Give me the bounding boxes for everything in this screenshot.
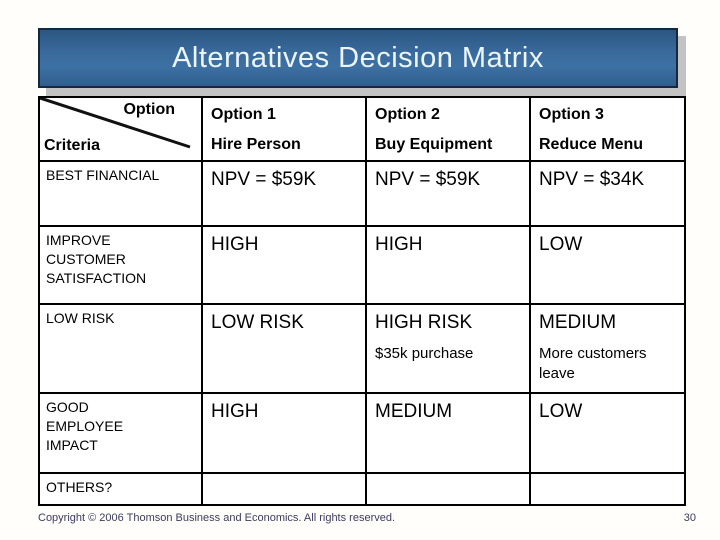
column-header-option-3: Option 3 Reduce Menu (529, 96, 686, 162)
column-header-subtitle: Buy Equipment (375, 136, 493, 153)
table-cell: NPV = $59K (201, 160, 367, 227)
cell-value: MEDIUM (539, 312, 617, 333)
criteria-label: LOW RISK (46, 310, 115, 326)
criteria-cell: GOOD EMPLOYEE IMPACT (38, 392, 203, 474)
cell-value: LOW (539, 234, 583, 255)
table-cell-empty (529, 472, 686, 506)
cell-value: HIGH RISK (375, 312, 473, 333)
cell-value: NPV = $34K (539, 169, 645, 190)
page-number: 30 (683, 512, 696, 524)
slide-title: Alternatives Decision Matrix (172, 41, 544, 74)
cell-value: MEDIUM (375, 401, 453, 422)
column-header-subtitle: Hire Person (211, 136, 301, 153)
column-header-option-2: Option 2 Buy Equipment (365, 96, 531, 162)
cell-value: HIGH (211, 401, 259, 422)
slide-title-bar: Alternatives Decision Matrix (38, 28, 678, 88)
cell-value: LOW RISK (211, 312, 304, 333)
criteria-label: GOOD EMPLOYEE IMPACT (46, 399, 124, 453)
criteria-cell: BEST FINANCIAL (38, 160, 203, 227)
decision-matrix-table: Option Criteria Option 1 Hire Person Opt… (38, 96, 686, 506)
criteria-label: OTHERS? (46, 479, 113, 495)
corner-criteria-label: Criteria (44, 137, 101, 154)
table-row-employee-impact: GOOD EMPLOYEE IMPACT HIGH MEDIUM LOW (38, 392, 686, 474)
cell-note: $35k purchase (375, 345, 474, 362)
table-row-others: OTHERS? (38, 472, 686, 506)
criteria-label: IMPROVE CUSTOMER SATISFACTION (46, 232, 147, 286)
table-row-best-financial: BEST FINANCIAL NPV = $59K NPV = $59K NPV… (38, 160, 686, 227)
table-cell: HIGH RISK $35k purchase (365, 303, 531, 394)
criteria-cell: LOW RISK (38, 303, 203, 394)
column-header-title: Option 2 (375, 106, 440, 123)
table-cell: HIGH (201, 225, 367, 305)
criteria-label: BEST FINANCIAL (46, 167, 160, 183)
table-cell: HIGH (201, 392, 367, 474)
table-cell: NPV = $59K (365, 160, 531, 227)
table-cell-empty (365, 472, 531, 506)
corner-cell: Option Criteria (38, 96, 203, 162)
table-cell: NPV = $34K (529, 160, 686, 227)
table-row-customer-satisfaction: IMPROVE CUSTOMER SATISFACTION HIGH HIGH … (38, 225, 686, 305)
cell-value: HIGH (375, 234, 423, 255)
table-cell: LOW (529, 392, 686, 474)
cell-note: More customers leave (539, 345, 647, 382)
column-header-title: Option 3 (539, 106, 604, 123)
column-header-option-1: Option 1 Hire Person (201, 96, 367, 162)
table-cell: LOW (529, 225, 686, 305)
cell-value: NPV = $59K (375, 169, 481, 190)
table-row-risk: LOW RISK LOW RISK HIGH RISK $35k purchas… (38, 303, 686, 394)
table-cell: HIGH (365, 225, 531, 305)
table-cell: LOW RISK (201, 303, 367, 394)
column-header-subtitle: Reduce Menu (539, 136, 644, 153)
copyright-footer: Copyright © 2006 Thomson Business and Ec… (38, 512, 396, 524)
diagonal-line-icon (41, 99, 191, 149)
cell-value: LOW (539, 401, 583, 422)
column-header-title: Option 1 (211, 106, 276, 123)
header-row: Option Criteria Option 1 Hire Person Opt… (38, 96, 686, 162)
criteria-cell: IMPROVE CUSTOMER SATISFACTION (38, 225, 203, 305)
cell-value: HIGH (211, 234, 259, 255)
table-cell: MEDIUM (365, 392, 531, 474)
corner-option-label: Option (123, 101, 175, 118)
cell-value: NPV = $59K (211, 169, 317, 190)
table-cell-empty (201, 472, 367, 506)
table-cell: MEDIUM More customers leave (529, 303, 686, 394)
criteria-cell: OTHERS? (38, 472, 203, 506)
